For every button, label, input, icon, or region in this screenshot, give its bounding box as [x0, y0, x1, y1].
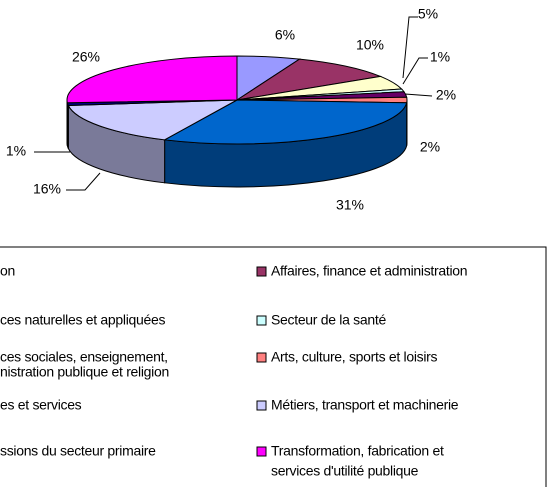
leader-line	[402, 57, 428, 85]
legend-label: nistration publique et religion	[0, 364, 169, 380]
legend-label: Métiers, transport et machinerie	[271, 397, 459, 413]
legend-label: es et services	[0, 397, 82, 413]
leader-line	[66, 172, 101, 191]
legend-label: Secteur de la santé	[271, 312, 386, 328]
legend-swatch	[256, 400, 267, 411]
data-label: 2%	[436, 87, 456, 103]
legend-label: on	[0, 263, 15, 279]
legend-label: ces naturelles et appliquées	[0, 312, 165, 328]
data-label: 10%	[356, 37, 384, 53]
pie-slice	[163, 99, 408, 145]
legend-label: Transformation, fabrication et	[271, 443, 444, 459]
legend-label: ces sociales, enseignement,	[0, 349, 168, 365]
legend-label: Arts, culture, sports et loisirs	[271, 349, 438, 365]
data-label: 2%	[420, 139, 440, 155]
legend-swatch	[256, 315, 267, 326]
legend-swatch	[256, 446, 267, 457]
data-label: 31%	[336, 197, 364, 213]
legend-label: Affaires, finance et administration	[271, 263, 467, 279]
data-label: 6%	[275, 27, 295, 43]
data-label: 5%	[418, 6, 438, 22]
legend-swatch	[256, 352, 267, 363]
data-label: 16%	[33, 181, 61, 197]
pie-slice	[236, 58, 383, 101]
leader-line	[404, 93, 433, 97]
legend-label: ssions du secteur primaire	[0, 443, 156, 459]
pie-slice	[67, 99, 238, 141]
pie-slice	[66, 55, 238, 104]
legend-box	[0, 246, 547, 487]
data-label: 1%	[430, 49, 450, 65]
legend-label: services d'utilité publique	[271, 463, 419, 479]
leader-line	[402, 16, 418, 79]
data-label: 26%	[72, 49, 100, 65]
legend-swatch	[256, 266, 267, 277]
data-label: 1%	[6, 143, 26, 159]
